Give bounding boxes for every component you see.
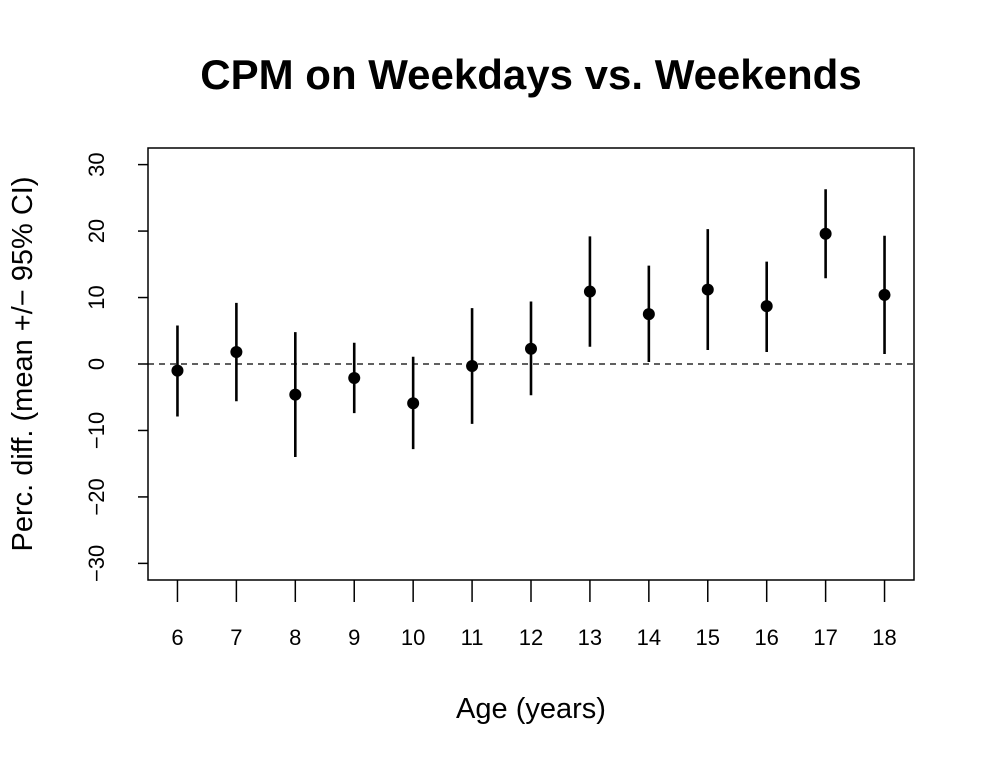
x-axis-label: Age (years): [456, 693, 606, 725]
y-tick-label: 30: [84, 152, 109, 176]
x-tick-label: 12: [519, 625, 543, 650]
mean-point: [878, 288, 891, 301]
x-tick-label: 13: [578, 625, 602, 650]
x-tick-label: 9: [348, 625, 360, 650]
x-tick-label: 11: [461, 625, 484, 650]
x-tick-label: 16: [754, 625, 778, 650]
x-tick-label: 17: [813, 625, 837, 650]
mean-point: [760, 300, 773, 313]
mean-point: [642, 308, 655, 321]
mean-point: [525, 342, 537, 355]
chart-marks: −30 −20 −10 0 10 20 30 6 7 8 9 10 11 12 13 14 15 16 17 18: [84, 152, 914, 650]
y-tick-label: −20: [84, 478, 109, 515]
mean-point: [466, 359, 479, 372]
mean-point: [407, 397, 420, 410]
x-tick-label: 14: [637, 625, 661, 650]
y-tick-label: −30: [84, 545, 109, 582]
x-tick-label: 8: [289, 625, 301, 650]
y-axis-label: Perc. diff. (mean +/− 95% CI): [7, 176, 39, 551]
x-tick-label: 7: [230, 625, 242, 650]
mean-point: [171, 364, 184, 377]
mean-point: [348, 371, 361, 384]
mean-point: [819, 227, 832, 240]
y-tick-label: 10: [84, 285, 109, 309]
y-tick-label: 20: [84, 219, 109, 243]
x-tick-label: 18: [872, 625, 896, 650]
x-tick-label: 6: [171, 625, 183, 650]
mean-point: [701, 283, 714, 296]
mean-point: [230, 346, 243, 359]
y-tick-label: 0: [84, 358, 109, 370]
x-tick-label: 15: [696, 625, 720, 650]
chart-title: CPM on Weekdays vs. Weekends: [200, 51, 861, 98]
mean-point: [583, 285, 596, 298]
x-tick-label: 10: [401, 625, 425, 650]
mean-point: [289, 388, 302, 401]
y-tick-label: −10: [84, 412, 109, 449]
